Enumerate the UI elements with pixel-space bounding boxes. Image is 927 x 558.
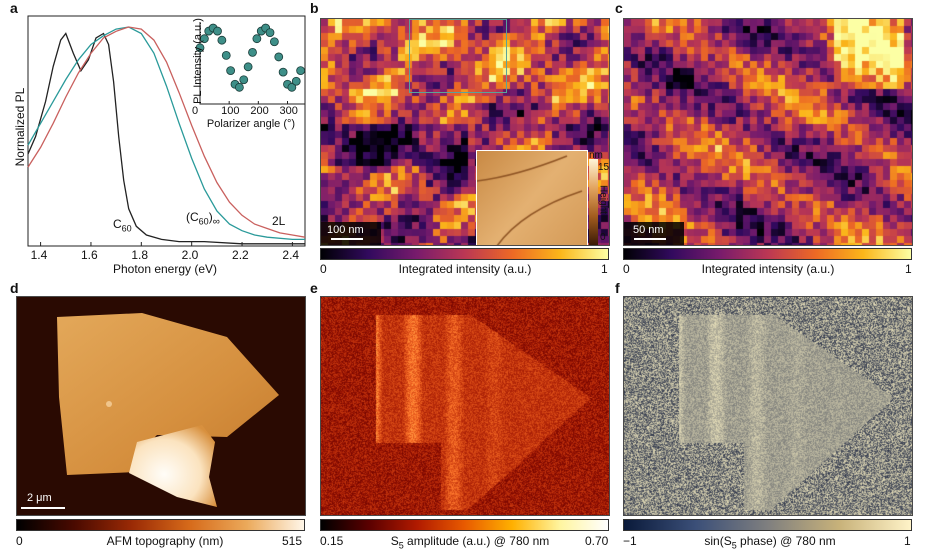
s5-amplitude-image <box>321 297 609 515</box>
inset-point <box>287 82 297 92</box>
pl-map-b: nm 15 0 Height 100 nm <box>320 18 610 246</box>
chart-a-ylabel: Normalized PL <box>13 87 27 167</box>
scalebar-b-line <box>331 238 363 240</box>
inset-x-tick-label: 300 <box>279 105 298 117</box>
label-c60-inf: (C60)∞ <box>186 210 220 228</box>
inset-point <box>213 26 222 36</box>
panel-letter-a: a <box>10 0 18 16</box>
inset-point <box>296 66 306 75</box>
label-2l: 2L <box>272 214 286 228</box>
afm-inset-image <box>477 151 587 245</box>
inset-point <box>269 37 279 47</box>
inset-x-tick-label: 200 <box>250 105 269 117</box>
pl-map-c: 50 nm <box>623 18 913 246</box>
inset-x-tick-label: 100 <box>221 105 240 117</box>
inset-point <box>234 82 244 92</box>
colorbar-f-label: sin(S5 phase) @ 780 nm <box>704 534 836 551</box>
scalebar-d-label: 2 μm <box>27 492 52 504</box>
inset-point <box>265 28 275 37</box>
colorbar-c-min: 0 <box>623 262 630 276</box>
colorbar-b <box>320 248 609 260</box>
roi-box <box>409 19 507 93</box>
inset-xlabel: Polarizer angle (°) <box>206 118 296 130</box>
inset-point <box>239 75 249 85</box>
colorbar-e <box>320 519 609 531</box>
inset-point <box>195 43 205 53</box>
inset-point <box>221 51 231 60</box>
inset-point <box>252 34 262 44</box>
panel-letter-e: e <box>310 280 318 296</box>
colorbar-f <box>623 519 912 531</box>
colorbar-b-min: 0 <box>320 262 327 276</box>
scalebar-d: 2 μm <box>17 489 77 515</box>
colorbar-b-max: 1 <box>601 262 608 276</box>
afm-inset <box>476 150 588 245</box>
colorbar-e-max: 0.70 <box>585 534 609 548</box>
colorbar-b-label: Integrated intensity (a.u.) <box>398 262 532 276</box>
x-tick-label: 2.2 <box>232 248 249 262</box>
inset-point <box>226 66 236 75</box>
scalebar-c-line <box>634 238 666 240</box>
colorbar-e-label: S5 amplitude (a.u.) @ 780 nm <box>390 534 550 551</box>
afm-inset-min: 0 <box>600 232 606 243</box>
label-c60: C60 <box>113 217 132 234</box>
scalebar-b: 100 nm <box>321 222 381 245</box>
inset-point <box>248 47 257 57</box>
pl-map-c-image <box>624 19 912 245</box>
inset-point <box>243 62 253 72</box>
series-line-0 <box>27 32 305 245</box>
s5-amplitude-map <box>320 296 610 516</box>
colorbar-c-label: Integrated intensity (a.u.) <box>701 262 835 276</box>
chart-a-frame <box>27 15 306 247</box>
x-tick-label: 1.6 <box>80 248 98 262</box>
afm-inset-max: 15 <box>598 162 610 173</box>
afm-topography-map: 2 μm <box>16 296 306 516</box>
chart-a-xlabel: Photon energy (eV) <box>112 262 218 276</box>
inset-point <box>291 76 301 86</box>
colorbar-c-max: 1 <box>905 262 912 276</box>
colorbar-d-min: 0 <box>16 534 23 548</box>
series-line-1 <box>27 26 305 241</box>
x-tick-label: 1.8 <box>131 248 148 262</box>
panel-letter-f: f <box>615 280 620 296</box>
pl-spectrum-chart <box>27 15 306 247</box>
inset-point <box>278 67 288 77</box>
colorbar-f-min: −1 <box>623 534 637 548</box>
inset-point <box>199 34 209 44</box>
colorbar-c <box>623 248 912 260</box>
colorbar-d <box>16 519 305 531</box>
colorbar-f-max: 1 <box>904 534 911 548</box>
x-tick-label: 1.4 <box>30 248 48 262</box>
panel-letter-c: c <box>615 0 623 16</box>
inset-x-tick-label: 0 <box>192 105 199 117</box>
scalebar-c-label: 50 nm <box>633 224 664 236</box>
scalebar-b-label: 100 nm <box>327 224 364 236</box>
panel-letter-d: d <box>10 280 19 296</box>
afm-inset-unit: nm <box>589 150 603 161</box>
s5-phase-map <box>623 296 913 516</box>
afm-flake-bright <box>129 425 217 507</box>
scalebar-c: 50 nm <box>624 222 684 245</box>
panel-letter-b: b <box>310 0 319 16</box>
series-line-2 <box>27 26 306 238</box>
colorbar-d-label: AFM topography (nm) <box>106 534 224 548</box>
afm-inset-height-label: Height <box>597 185 609 214</box>
afm-flake-large <box>57 313 279 475</box>
x-tick-label: 2.0 <box>181 248 199 262</box>
afm-inset-colorbar <box>589 159 598 245</box>
inset-ylabel: PL Intensity (a.u.) <box>192 18 204 104</box>
colorbar-d-max: 515 <box>282 534 303 548</box>
s5-phase-image <box>624 297 912 515</box>
afm-topography-image <box>17 297 305 515</box>
afm-particle <box>106 401 112 407</box>
inset-point <box>217 35 227 45</box>
inset-point <box>274 52 284 62</box>
colorbar-e-min: 0.15 <box>320 534 344 548</box>
scalebar-d-line <box>21 507 65 509</box>
x-tick-label: 2.4 <box>282 248 300 262</box>
